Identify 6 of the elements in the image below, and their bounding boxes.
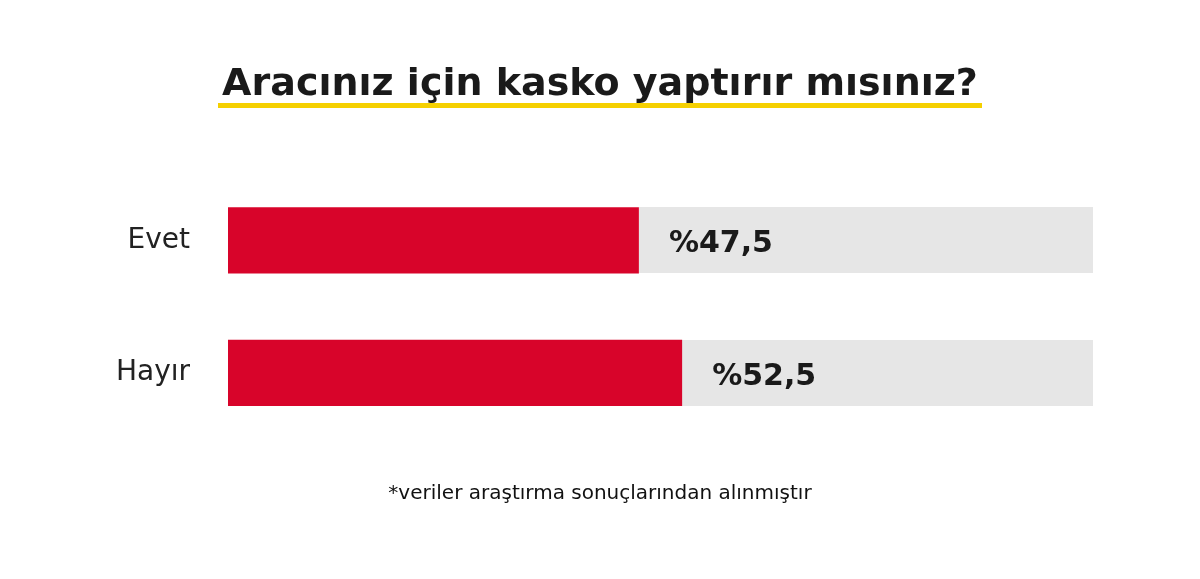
data-label: %47,5 [668,224,773,260]
y-tick-label: Hayır [115,354,191,388]
text: *veriler araştırma sonuçlarından alınmıştır [387,480,813,504]
chart-title: Aracınız için kasko yaptırır mısınız? [221,60,979,104]
data-label: %52,5 [712,356,817,392]
y-tick-label: Evet [127,221,191,255]
